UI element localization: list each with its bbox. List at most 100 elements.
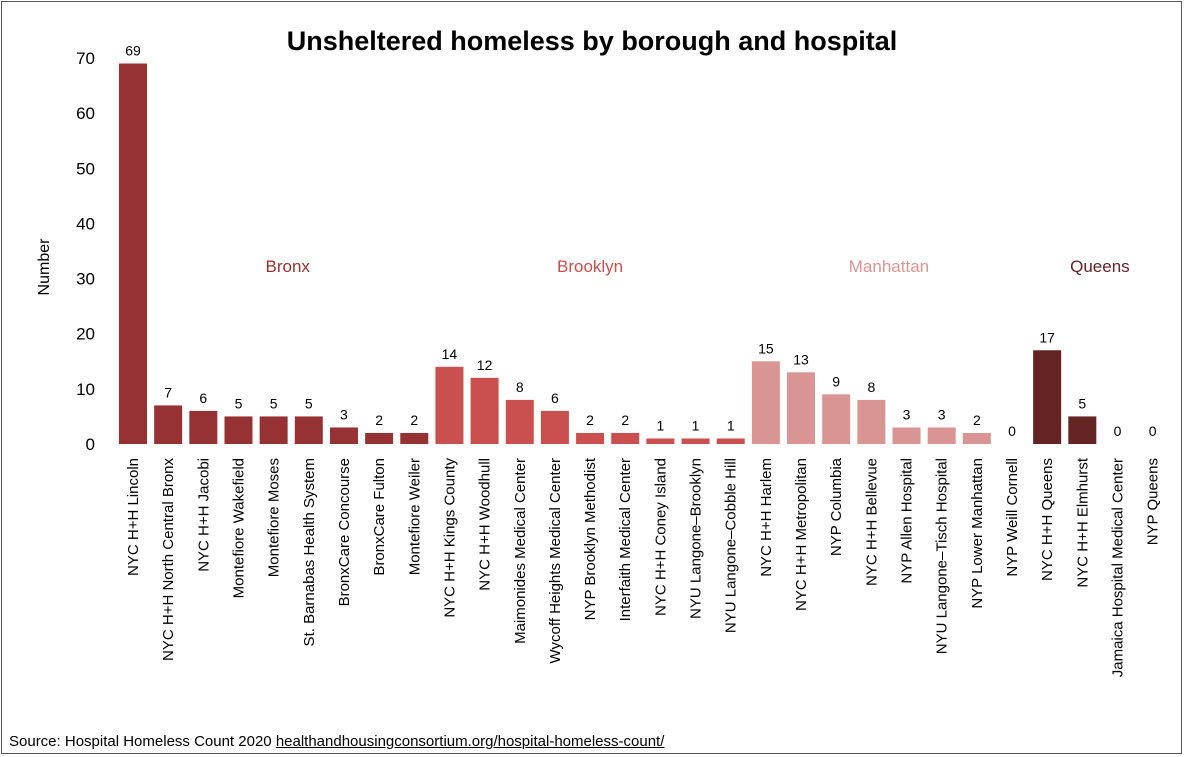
bar — [927, 427, 956, 444]
data-label: 2 — [586, 412, 594, 428]
x-tick-label: Interfaith Medical Center — [617, 458, 634, 621]
data-label: 15 — [758, 340, 774, 356]
data-label: 5 — [1078, 395, 1086, 411]
x-tick-label: Montefiore Moses — [266, 458, 283, 577]
bar — [787, 372, 816, 444]
x-tick-label: BronxCare Concourse — [336, 458, 353, 606]
x-tick-label: NYP Lower Manhattan — [969, 458, 986, 609]
data-label: 0 — [1114, 423, 1122, 439]
bar — [189, 410, 218, 444]
y-tick-label: 30 — [76, 270, 95, 289]
data-label: 8 — [867, 379, 875, 395]
x-axis: NYC H+H Lincoln NYC H+H North Central Bro… — [125, 457, 1162, 677]
source-note: Source: Hospital Homeless Count 2020 hea… — [9, 733, 664, 750]
x-tick-label: NYP Weill Cornell — [1004, 458, 1021, 577]
x-tick-label: BronxCare Fulton — [371, 458, 388, 576]
group-label: Manhattan — [849, 257, 929, 276]
data-label: 0 — [1008, 423, 1016, 439]
bar — [400, 432, 429, 444]
x-tick-label: NYU Langone–Brooklyn — [688, 458, 705, 619]
data-label: 8 — [516, 379, 524, 395]
x-tick-label: NYC H+H Queens — [1039, 458, 1056, 581]
x-tick-label: NYP Brooklyn Methodist — [582, 457, 599, 620]
x-tick-label: Montefiore Weiler — [406, 458, 423, 575]
group-label: Queens — [1070, 257, 1130, 276]
bar — [611, 432, 640, 444]
data-label: 5 — [270, 395, 278, 411]
x-tick-label: NYC H+H Kings County — [441, 458, 458, 618]
bar — [435, 366, 464, 444]
data-label: 3 — [340, 406, 348, 422]
x-tick-label: St. Barnabas Health System — [301, 458, 318, 646]
data-label: 5 — [305, 395, 313, 411]
x-tick-label: Jamaica Hospital Medical Center — [1109, 458, 1126, 677]
x-tick-label: NYC H+H Metropolitan — [793, 458, 810, 611]
bars — [119, 63, 1097, 444]
y-axis: 0 10 20 30 40 50 60 70 — [76, 49, 95, 454]
y-tick-label: 10 — [76, 380, 95, 399]
data-label: 0 — [1149, 423, 1157, 439]
data-label: 6 — [551, 390, 559, 406]
data-label: 2 — [621, 412, 629, 428]
x-tick-label: NYC H+H Jacobi — [195, 458, 212, 572]
data-label: 9 — [832, 373, 840, 389]
bar — [751, 361, 780, 444]
y-axis-label: Number — [36, 238, 53, 296]
source-link[interactable]: healthandhousingconsortium.org/hospital-… — [275, 733, 665, 750]
x-tick-label: NYP Queens — [1145, 458, 1162, 545]
source-text: Source: Hospital Homeless Count 2020 — [9, 733, 276, 750]
bar — [119, 63, 147, 444]
data-label: 3 — [938, 406, 946, 422]
bar — [1068, 416, 1097, 444]
x-tick-label: NYC H+H Bellevue — [863, 458, 880, 586]
data-label: 5 — [235, 395, 243, 411]
bar — [470, 377, 499, 444]
x-tick-label: NYU Langone–Cobble Hill — [723, 458, 740, 633]
group-label: Bronx — [265, 257, 310, 276]
data-label: 2 — [973, 412, 981, 428]
data-label: 13 — [793, 351, 809, 367]
x-tick-label: NYC H+H North Central Bronx — [160, 458, 177, 661]
data-label: 2 — [410, 412, 418, 428]
x-tick-label: Wycoff Heights Medical Center — [547, 458, 564, 664]
bar — [540, 410, 569, 444]
y-tick-label: 20 — [76, 325, 95, 344]
x-tick-label: NYC H+H Harlem — [758, 458, 775, 577]
x-tick-label: NYC H+H Woodhull — [477, 458, 494, 591]
y-tick-label: 60 — [76, 104, 95, 123]
data-label: 2 — [375, 412, 383, 428]
y-tick-label: 70 — [76, 49, 95, 68]
x-tick-label: NYC H+H Coney Island — [652, 458, 669, 616]
bar — [329, 427, 358, 444]
borough-labels: Bronx Brooklyn Manhattan Queens — [265, 257, 1129, 276]
x-tick-label: NYP Columbia — [828, 457, 845, 556]
data-labels: 69 7 6 5 5 5 3 2 2 14 12 8 6 2 2 1 1 1 15 13 9 8 3 3 2 0 17 5 0 0 — [125, 43, 1157, 439]
data-label: 7 — [164, 384, 172, 400]
bar — [224, 416, 253, 444]
data-label: 69 — [125, 43, 141, 59]
y-tick-label: 50 — [76, 159, 95, 178]
bar — [892, 427, 921, 444]
x-tick-label: Montefiore Wakefield — [230, 458, 247, 598]
data-label: 6 — [199, 390, 207, 406]
x-tick-label: Maimonides Medical Center — [512, 458, 529, 644]
y-tick-label: 40 — [76, 214, 95, 233]
y-tick-label: 0 — [86, 435, 95, 454]
bar — [716, 438, 745, 444]
data-label: 1 — [727, 417, 735, 433]
bar — [154, 405, 183, 444]
bar — [505, 399, 534, 444]
data-label: 3 — [903, 406, 911, 422]
bar — [576, 432, 605, 444]
chart-title: Unsheltered homeless by borough and hosp… — [287, 26, 898, 56]
bar — [822, 394, 851, 444]
bar — [962, 432, 991, 444]
data-label: 1 — [657, 417, 665, 433]
data-label: 14 — [442, 346, 458, 362]
x-tick-label: NYC H+H Elmhurst — [1074, 457, 1091, 587]
bar — [365, 432, 394, 444]
bar — [1033, 350, 1062, 444]
bar — [681, 438, 710, 444]
data-label: 1 — [692, 417, 700, 433]
